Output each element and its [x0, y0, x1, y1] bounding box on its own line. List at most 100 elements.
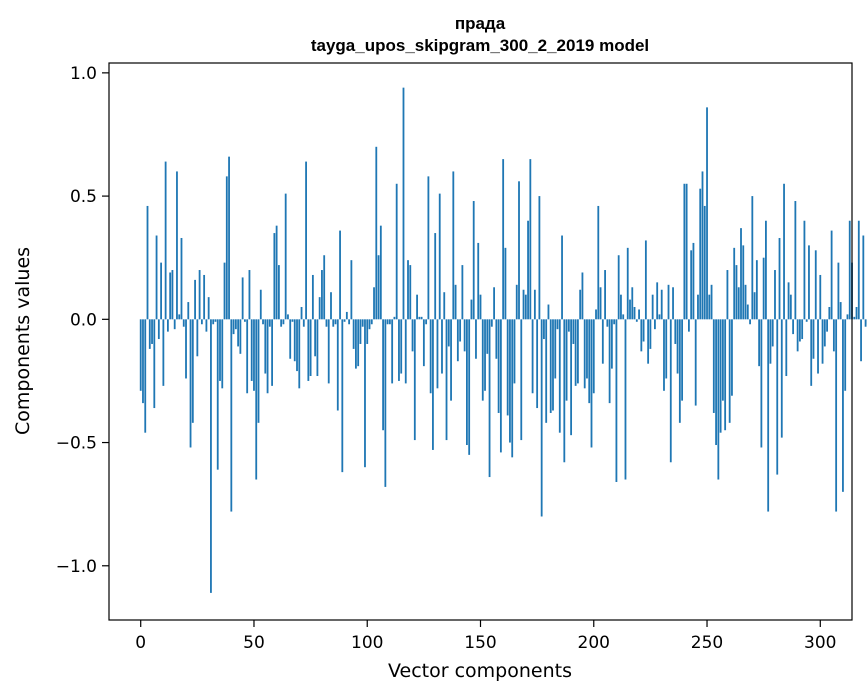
bar-203	[599, 287, 602, 320]
bar-226	[651, 294, 654, 320]
bar-68	[293, 319, 296, 362]
bar-115	[400, 319, 403, 374]
bar-319	[862, 235, 865, 320]
bar-150	[479, 294, 482, 320]
bar-254	[715, 319, 717, 446]
bar-42	[234, 319, 237, 330]
bar-275	[762, 257, 765, 320]
bar-196	[583, 319, 586, 389]
x-tick-label: 200	[578, 633, 610, 653]
bar-245	[694, 319, 697, 406]
bar-260	[728, 319, 731, 423]
bar-213	[622, 314, 625, 320]
bar-198	[588, 319, 591, 404]
bar-103	[373, 287, 375, 320]
bar-119	[409, 265, 412, 320]
bar-27	[200, 319, 203, 325]
bar-181	[549, 319, 552, 413]
bar-75	[309, 319, 312, 377]
bar-63	[282, 319, 285, 325]
bar-70	[298, 319, 301, 389]
bar-11	[164, 161, 167, 320]
bar-265	[740, 228, 742, 320]
bar-6	[153, 319, 156, 409]
bar-230	[660, 289, 663, 320]
bar-134	[443, 292, 446, 320]
bar-176	[538, 196, 541, 320]
bar-132	[438, 193, 441, 320]
bar-38	[225, 176, 228, 320]
bar-83	[327, 319, 330, 384]
bar-179	[545, 319, 548, 423]
bar-29	[205, 319, 208, 332]
bar-104	[375, 146, 378, 320]
bar-108	[384, 319, 387, 487]
bar-111	[391, 319, 394, 384]
bar-214	[624, 319, 627, 480]
bar-45	[241, 277, 244, 320]
bar-258	[724, 319, 727, 431]
bar-120	[411, 319, 414, 352]
bar-125	[422, 319, 425, 367]
bar-252	[710, 284, 713, 320]
bar-93	[350, 260, 353, 320]
bar-174	[533, 289, 536, 320]
bar-236	[674, 319, 677, 344]
bar-219	[635, 319, 638, 322]
bar-191	[572, 319, 575, 344]
bar-4	[148, 319, 151, 349]
bar-39	[228, 156, 230, 320]
bar-162	[506, 319, 509, 416]
x-tick-label: 300	[804, 633, 836, 653]
bar-212	[620, 294, 622, 320]
bar-244	[692, 242, 695, 320]
bar-79	[318, 297, 321, 320]
bar-318	[860, 319, 862, 362]
bar-182	[552, 319, 554, 411]
bar-234	[669, 319, 672, 463]
bar-18	[180, 237, 183, 320]
bar-118	[407, 260, 409, 320]
bar-88	[339, 230, 341, 320]
bar-43	[237, 319, 240, 347]
bar-224	[647, 319, 650, 364]
bar-126	[425, 319, 428, 325]
bar-50	[253, 319, 255, 391]
bar-300	[819, 274, 822, 320]
bar-295	[808, 245, 810, 320]
y-axis-label: Components values	[12, 247, 34, 435]
bar-289	[794, 201, 797, 320]
bar-201	[595, 309, 597, 320]
bar-37	[223, 262, 226, 320]
bar-44	[239, 319, 242, 354]
bar-131	[436, 319, 439, 389]
bar-47	[246, 319, 249, 394]
bar-101	[368, 319, 371, 330]
bar-77	[314, 319, 317, 357]
bar-286	[787, 282, 790, 320]
bar-71	[300, 307, 303, 320]
bar-248	[701, 171, 704, 320]
bar-290	[796, 319, 799, 352]
bar-239	[681, 319, 684, 401]
x-tick-label: 100	[351, 633, 383, 653]
bar-316	[855, 307, 858, 320]
bar-23	[191, 319, 194, 423]
bar-142	[461, 265, 464, 320]
bar-261	[731, 319, 733, 396]
bar-190	[570, 319, 573, 436]
bar-241	[685, 183, 688, 320]
bar-271	[753, 292, 756, 320]
bar-76	[311, 274, 314, 320]
bar-278	[769, 319, 772, 364]
x-tick-label: 250	[691, 633, 723, 653]
y-tick-label: 0.0	[70, 310, 97, 330]
bar-122	[416, 294, 418, 320]
bar-65	[287, 314, 289, 320]
bar-210	[615, 319, 618, 482]
bar-170	[524, 294, 527, 320]
bar-315	[853, 316, 856, 320]
bar-216	[629, 299, 631, 320]
bar-159	[499, 319, 502, 453]
bar-48	[248, 270, 251, 320]
